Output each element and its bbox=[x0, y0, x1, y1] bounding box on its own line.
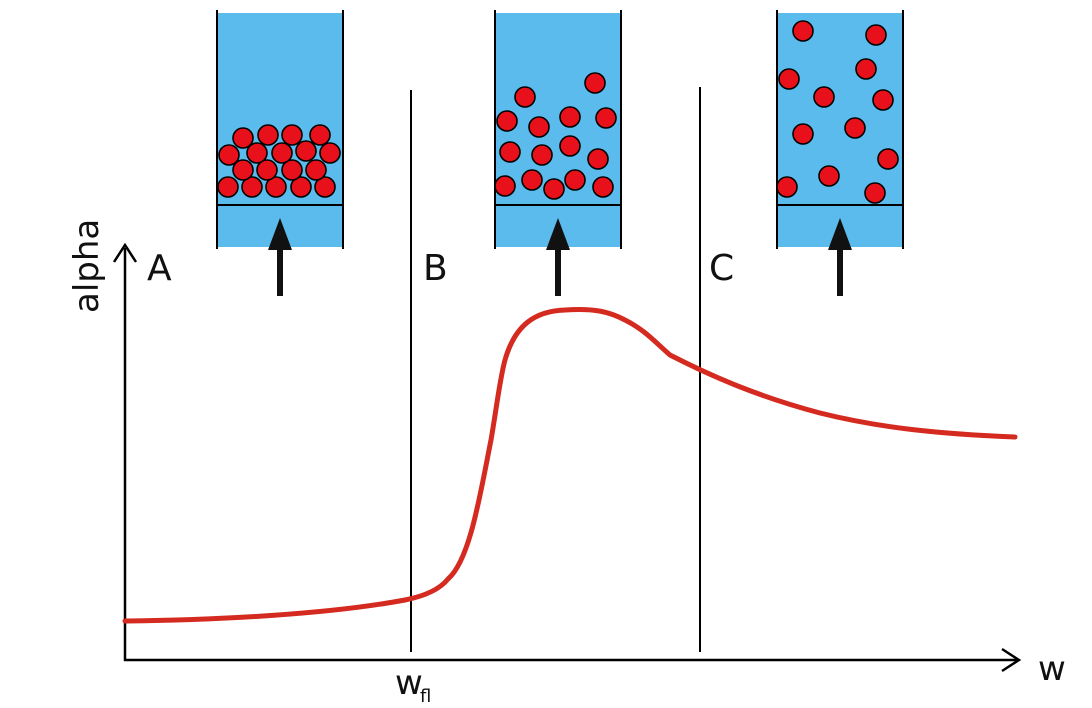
y-axis-arrow-icon bbox=[112, 242, 138, 263]
particle bbox=[309, 124, 331, 146]
particle bbox=[232, 127, 254, 149]
x-axis-label: w bbox=[1038, 649, 1066, 689]
region-label-a: A bbox=[147, 248, 172, 289]
column-fluid bbox=[495, 13, 621, 247]
particle bbox=[217, 176, 239, 198]
flow-arrow bbox=[268, 218, 292, 296]
particle bbox=[265, 176, 287, 198]
particle bbox=[872, 89, 894, 111]
x-tick-sub: fl bbox=[420, 686, 431, 707]
x-axis-arrow-icon bbox=[1001, 647, 1022, 673]
particle bbox=[494, 175, 516, 197]
particle bbox=[844, 117, 866, 139]
particle bbox=[559, 106, 581, 128]
particle bbox=[778, 68, 800, 90]
particle bbox=[595, 107, 617, 129]
region-label-b: B bbox=[423, 248, 448, 289]
particle bbox=[295, 140, 317, 162]
particle bbox=[241, 176, 263, 198]
particles bbox=[217, 124, 341, 198]
particle bbox=[776, 176, 798, 198]
particle bbox=[592, 176, 614, 198]
particle bbox=[305, 159, 327, 181]
particle bbox=[855, 58, 877, 80]
particle bbox=[792, 20, 814, 42]
column-packed-bed bbox=[216, 10, 344, 296]
particle bbox=[281, 159, 303, 181]
particle bbox=[256, 159, 278, 181]
particle bbox=[587, 148, 609, 170]
particle bbox=[281, 124, 303, 146]
particle bbox=[528, 116, 550, 138]
particle bbox=[496, 110, 518, 132]
particle bbox=[584, 72, 606, 94]
x-tick-wfl: w fl bbox=[395, 663, 431, 707]
particle bbox=[232, 159, 254, 181]
particles bbox=[776, 20, 899, 204]
particle bbox=[514, 86, 536, 108]
region-label-c: C bbox=[709, 248, 734, 289]
particle bbox=[257, 124, 279, 146]
particle bbox=[792, 123, 814, 145]
column-fluidized-bed bbox=[494, 10, 622, 296]
flow-arrow-head bbox=[268, 218, 292, 250]
particle bbox=[813, 86, 835, 108]
particle bbox=[543, 178, 565, 200]
particle bbox=[559, 135, 581, 157]
particle bbox=[877, 148, 899, 170]
particle bbox=[521, 169, 543, 191]
y-axis-label: alpha bbox=[67, 219, 107, 313]
particle bbox=[564, 169, 586, 191]
particle bbox=[531, 144, 553, 166]
x-tick-main: w bbox=[395, 663, 423, 703]
particle bbox=[864, 182, 886, 204]
particle bbox=[499, 141, 521, 163]
particle bbox=[314, 176, 336, 198]
column-transport bbox=[776, 10, 904, 296]
particle bbox=[818, 165, 840, 187]
flow-arrow-head bbox=[546, 218, 570, 250]
flow-arrow-head bbox=[828, 218, 852, 250]
fluidization-curve bbox=[122, 307, 1018, 624]
y-axis bbox=[112, 242, 138, 661]
particles bbox=[494, 72, 617, 200]
flow-arrow bbox=[546, 218, 570, 296]
particle bbox=[865, 24, 887, 46]
x-axis bbox=[124, 647, 1022, 673]
flow-arrow bbox=[828, 218, 852, 296]
particle bbox=[246, 142, 268, 164]
particle bbox=[290, 176, 312, 198]
particle bbox=[218, 144, 240, 166]
particle bbox=[271, 142, 293, 164]
particle bbox=[319, 142, 341, 164]
